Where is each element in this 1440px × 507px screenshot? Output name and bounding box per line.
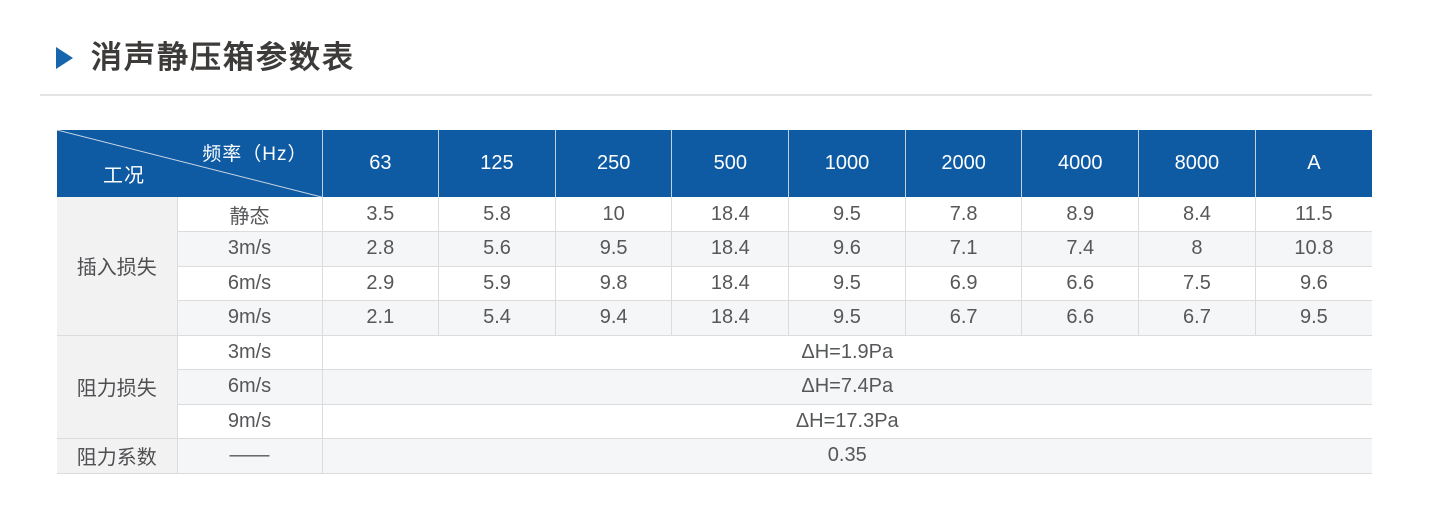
value-cell: 6.6: [1021, 300, 1139, 336]
value-cell: 10: [554, 197, 672, 232]
condition-cell: 3m/s: [176, 335, 323, 370]
column-header-4000: 4000: [1021, 130, 1139, 197]
value-cell: 9.5: [1254, 300, 1372, 336]
condition-cell: 9m/s: [176, 300, 323, 336]
page-title: 消声静压箱参数表: [91, 40, 355, 75]
value-cell: 3.5: [321, 197, 439, 232]
merged-value-cell: ΔH=17.3Pa: [321, 404, 1372, 439]
condition-cell: 9m/s: [176, 404, 323, 439]
value-cell: 9.6: [1254, 266, 1372, 301]
value-cell: 6.7: [1138, 300, 1256, 336]
column-header-8000: 8000: [1138, 130, 1256, 197]
value-cell: 7.4: [1021, 231, 1139, 267]
table-row: 3m/s 2.8 5.6 9.5 18.4 9.6 7.1 7.4 8 10.8: [57, 231, 1372, 267]
value-cell: 6.9: [904, 266, 1022, 301]
value-cell: 5.8: [438, 197, 556, 232]
value-cell: 11.5: [1254, 197, 1372, 232]
value-cell: 9.4: [554, 300, 672, 336]
group-label-resistance-coefficient: 阻力系数: [57, 438, 178, 474]
value-cell: 6.6: [1021, 266, 1139, 301]
diagonal-corner-cell: 频率（Hz） 工况: [57, 130, 322, 197]
value-cell: 8.4: [1138, 197, 1256, 232]
merged-value-cell: ΔH=7.4Pa: [321, 369, 1372, 405]
value-cell: 7.1: [904, 231, 1022, 267]
value-cell: 9.5: [554, 231, 672, 267]
table-row: 阻力系数 —— 0.35: [57, 438, 1372, 474]
column-header-500: 500: [671, 130, 789, 197]
value-cell: 5.9: [438, 266, 556, 301]
group-label-insertion-loss: 插入损失: [57, 197, 178, 336]
parameter-table: 频率（Hz） 工况 63 125 250 500 1000 2000 4000 …: [57, 130, 1372, 474]
value-cell: 2.9: [321, 266, 439, 301]
value-cell: 5.6: [438, 231, 556, 267]
column-header-125: 125: [438, 130, 556, 197]
value-cell: 9.6: [788, 231, 906, 267]
table-row: 9m/s ΔH=17.3Pa: [57, 404, 1372, 439]
column-header-250: 250: [554, 130, 672, 197]
title-arrow-icon: [56, 46, 73, 69]
value-cell: 5.4: [438, 300, 556, 336]
value-cell: 10.8: [1254, 231, 1372, 267]
condition-cell: 静态: [176, 197, 323, 232]
title-divider: [40, 94, 1372, 96]
table-row: 阻力损失 3m/s ΔH=1.9Pa: [57, 335, 1372, 439]
condition-cell: 6m/s: [176, 266, 323, 301]
merged-value-cell: 0.35: [321, 438, 1372, 474]
value-cell: 8: [1138, 231, 1256, 267]
condition-cell: ——: [176, 438, 323, 474]
condition-cell: 6m/s: [176, 369, 323, 405]
table-header-row: 频率（Hz） 工况 63 125 250 500 1000 2000 4000 …: [57, 130, 1372, 197]
condition-cell: 3m/s: [176, 231, 323, 267]
value-cell: 7.8: [904, 197, 1022, 232]
value-cell: 18.4: [671, 231, 789, 267]
merged-value-cell: ΔH=1.9Pa: [321, 335, 1372, 370]
value-cell: 6.7: [904, 300, 1022, 336]
value-cell: 18.4: [671, 300, 789, 336]
table-row: 6m/s ΔH=7.4Pa: [57, 369, 1372, 405]
value-cell: 8.9: [1021, 197, 1139, 232]
column-header-A: A: [1254, 130, 1372, 197]
diagonal-line: [57, 130, 322, 197]
column-header-63: 63: [321, 130, 439, 197]
column-header-2000: 2000: [904, 130, 1022, 197]
table-row: 9m/s 2.1 5.4 9.4 18.4 9.5 6.7 6.6 6.7 9.…: [57, 300, 1372, 336]
value-cell: 9.5: [788, 266, 906, 301]
value-cell: 2.8: [321, 231, 439, 267]
value-cell: 9.5: [788, 197, 906, 232]
value-cell: 2.1: [321, 300, 439, 336]
value-cell: 9.8: [554, 266, 672, 301]
section-header: 消声静压箱参数表: [56, 42, 355, 73]
table-row: 插入损失 静态 3.5 5.8 10 18.4 9.5 7.8 8.9 8.4 …: [57, 197, 1372, 336]
table-row: 6m/s 2.9 5.9 9.8 18.4 9.5 6.9 6.6 7.5 9.…: [57, 266, 1372, 301]
value-cell: 18.4: [671, 266, 789, 301]
value-cell: 18.4: [671, 197, 789, 232]
frequency-axis-label: 频率（Hz）: [202, 144, 308, 165]
condition-axis-label: 工况: [103, 165, 145, 187]
value-cell: 9.5: [788, 300, 906, 336]
group-label-resistance-loss: 阻力损失: [57, 335, 178, 439]
value-cell: 7.5: [1138, 266, 1256, 301]
column-header-1000: 1000: [788, 130, 906, 197]
